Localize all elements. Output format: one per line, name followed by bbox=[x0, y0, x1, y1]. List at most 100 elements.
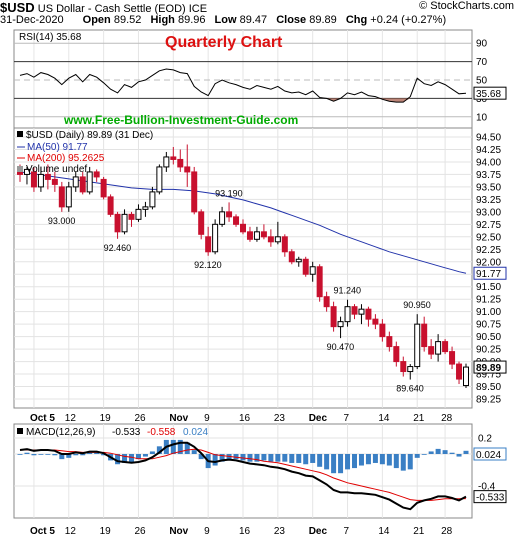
candle-body bbox=[358, 308, 365, 315]
candle-body bbox=[288, 251, 295, 263]
last-price-label: 89.89 bbox=[476, 363, 501, 374]
price-tick-label: 90.50 bbox=[476, 332, 501, 343]
legend-volume: Volume undef bbox=[26, 164, 87, 175]
macd-hist-bar bbox=[170, 439, 176, 454]
website-watermark: www.Free-Bullion-Investment-Guide.com bbox=[63, 113, 298, 127]
macd-hist-current: 0.024 bbox=[476, 450, 501, 461]
price-tick-label: 92.75 bbox=[476, 220, 501, 231]
candle-body bbox=[226, 211, 233, 218]
candle-body bbox=[463, 366, 469, 387]
price-x-tick-label: 19 bbox=[100, 413, 112, 424]
price-x-tick-label: Dec bbox=[309, 413, 328, 424]
candle-body bbox=[253, 231, 260, 240]
macd-hist-bar bbox=[177, 439, 183, 454]
price-tick-label: 91.00 bbox=[476, 307, 501, 318]
symbol: $USD bbox=[0, 0, 35, 15]
candle-body bbox=[435, 341, 442, 355]
macd-hist-bar bbox=[435, 448, 441, 454]
macd-hist-bar bbox=[115, 454, 121, 465]
candle-body bbox=[72, 176, 79, 188]
rsi-current-label: 35.68 bbox=[476, 89, 501, 100]
exchange: ICE bbox=[188, 3, 208, 15]
macd-hist-bar bbox=[17, 454, 23, 455]
macd-hist-bar bbox=[282, 454, 288, 462]
candle-body bbox=[58, 186, 65, 208]
candle-body bbox=[400, 361, 407, 373]
price-annotation: 90.950 bbox=[403, 300, 431, 310]
macd-x-tick-label: 26 bbox=[134, 526, 146, 537]
candle-body bbox=[100, 178, 107, 198]
chart-title: Quarterly Chart bbox=[165, 34, 283, 51]
candle-body bbox=[93, 171, 100, 178]
candle-body bbox=[233, 216, 240, 225]
price-tick-label: 89.25 bbox=[476, 395, 501, 406]
macd-hist-bar bbox=[198, 454, 204, 460]
price-tick-label: 92.50 bbox=[476, 232, 501, 243]
macd-x-tick-label: Oct 5 bbox=[30, 526, 55, 537]
low-label: Low bbox=[214, 14, 237, 26]
macd-label-prefix: MACD(12,26,9) bbox=[26, 427, 95, 438]
candle-body bbox=[274, 236, 281, 243]
macd-x-tick-label: 9 bbox=[204, 526, 210, 537]
macd-hist-bar bbox=[365, 454, 371, 465]
macd-hist-bar bbox=[296, 454, 302, 463]
candle-body bbox=[344, 306, 351, 323]
candle-body bbox=[191, 171, 198, 213]
candle-body bbox=[37, 173, 44, 188]
macd-hist-bar bbox=[345, 454, 351, 470]
candle-body bbox=[421, 323, 428, 348]
macd-hist-bar bbox=[219, 454, 225, 462]
macd-hist-bar bbox=[331, 454, 337, 474]
macd-hist-bar bbox=[80, 454, 86, 456]
macd-hist-bar bbox=[73, 454, 79, 456]
macd-hist-bar bbox=[310, 454, 316, 463]
candle-body bbox=[393, 346, 400, 363]
macd-hist-bar bbox=[261, 454, 267, 461]
macd-hist-bar bbox=[338, 454, 344, 474]
chg-value: +0.24 (+0.27%) bbox=[370, 14, 447, 26]
candle-body bbox=[65, 186, 72, 208]
macd-hist-bar bbox=[268, 454, 274, 462]
price-x-tick-label: Oct 5 bbox=[30, 413, 55, 424]
price-tick-label: 94.00 bbox=[476, 157, 501, 168]
candle-body bbox=[260, 231, 267, 238]
legend-price: $USD (Daily) 89.89 (31 Dec) bbox=[26, 130, 153, 141]
price-x-tick-label: Nov bbox=[169, 413, 188, 424]
price-tick-label: 90.75 bbox=[476, 320, 501, 331]
ohlc-summary: 31-Dec-2020 Open 89.52 High 89.96 Low 89… bbox=[0, 14, 446, 26]
ma50-price-box bbox=[473, 266, 507, 280]
price-tick-label: 91.50 bbox=[476, 282, 501, 293]
macd-line-current: -0.533 bbox=[476, 493, 505, 504]
candle-body bbox=[316, 266, 323, 298]
macd-axis: 0.20.0-0.40.024-0.533 bbox=[473, 434, 507, 504]
macd-hist-bar bbox=[414, 454, 420, 458]
price-annotation: 92.460 bbox=[104, 243, 132, 253]
macd-hist-bar bbox=[303, 454, 309, 465]
macd-hist-bar bbox=[421, 454, 427, 455]
macd-line-box bbox=[473, 490, 507, 504]
high-value: 89.96 bbox=[177, 14, 206, 26]
price-x-axis: Oct 5 12 19 26 Nov 9 16 23 Dec 7 14 21 28 bbox=[30, 413, 453, 424]
candle-body bbox=[135, 208, 142, 220]
candle-body bbox=[23, 168, 30, 175]
macd-x-tick-label: 16 bbox=[239, 526, 251, 537]
macd-hist-bar bbox=[156, 446, 162, 454]
price-x-tick-label: 9 bbox=[204, 413, 210, 424]
last-price-box bbox=[473, 360, 507, 374]
candle-body bbox=[86, 171, 93, 193]
macd-hist-bar bbox=[87, 452, 93, 454]
candle-body bbox=[149, 191, 156, 208]
legend-swatch-macd bbox=[17, 428, 23, 434]
candle-body bbox=[128, 213, 135, 220]
rsi-tick-label: 10 bbox=[476, 112, 488, 123]
low-value: 89.47 bbox=[239, 14, 268, 26]
price-annotation: 92.120 bbox=[194, 260, 222, 270]
macd-hist-bar bbox=[386, 454, 392, 466]
candle-body bbox=[142, 206, 149, 210]
rsi-pane: RSI(14) 35.68 Quarterly Chart 9070503010… bbox=[13, 29, 507, 129]
price-tick-label: 93.50 bbox=[476, 182, 501, 193]
macd-hist-bar bbox=[358, 454, 364, 466]
candle-body bbox=[198, 211, 205, 235]
price-tick-label: 93.75 bbox=[476, 170, 501, 181]
